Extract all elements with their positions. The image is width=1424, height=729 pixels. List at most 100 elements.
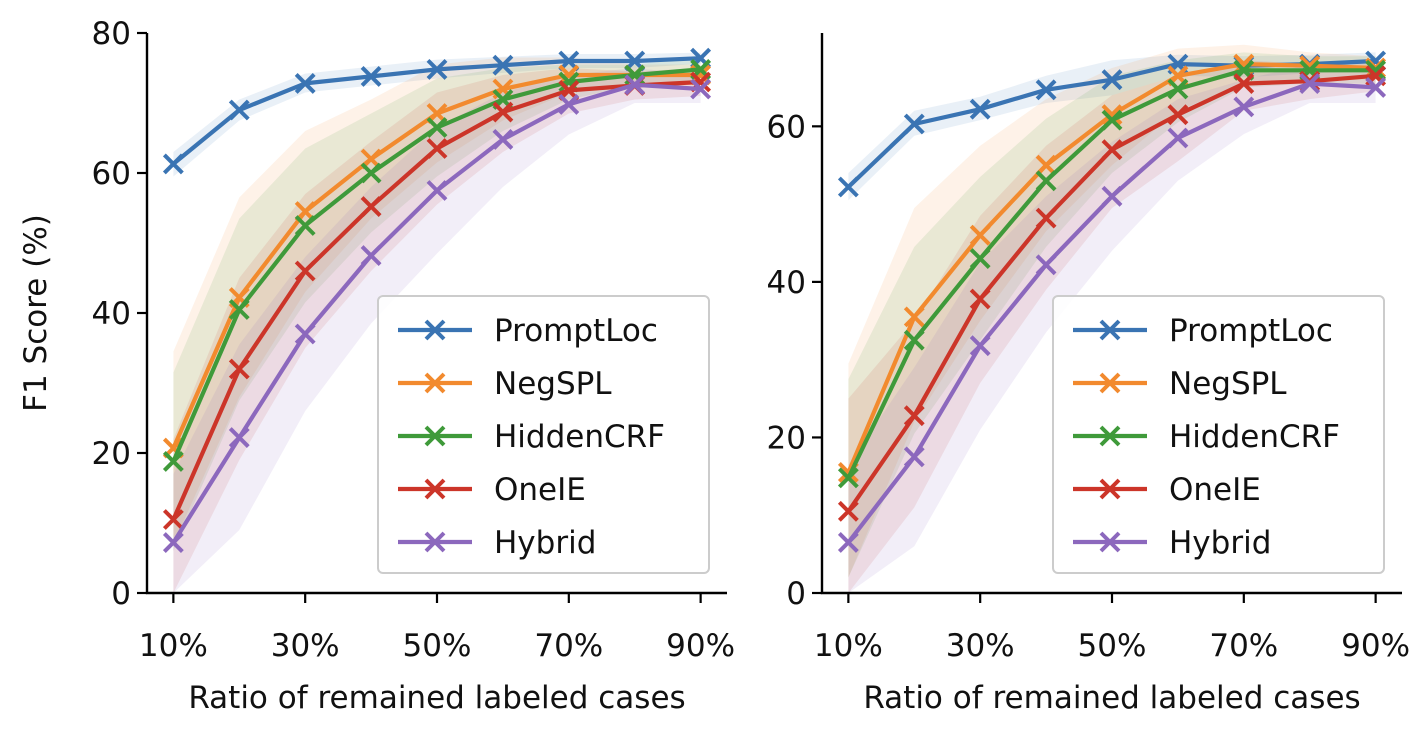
point-hybrid [426,180,448,201]
point-hybrid [690,78,712,100]
point-hiddencrf [228,299,250,320]
point-hybrid [492,128,514,150]
point-oneie [1101,139,1123,161]
point-hybrid [228,427,250,449]
band-hiddencrf [848,52,1376,578]
point-hiddencrf [162,450,184,472]
x-axis-title: Ratio of remained labeled cases [188,680,685,716]
point-negspl [903,306,925,328]
point-oneie [162,509,184,530]
legend-marker [424,372,446,394]
legend-item-promptloc: PromptLoc [1073,313,1333,349]
point-hybrid [294,323,316,345]
legend-label: HiddenCRF [1169,419,1340,455]
legend-marker [1099,319,1121,341]
point-negspl [1101,104,1123,126]
x-tick-label: 50% [1078,628,1147,664]
point-promptloc [162,153,184,175]
point-hiddencrf [1101,109,1123,131]
point-promptloc [1101,69,1123,91]
y-tick-label: 60 [767,109,806,145]
y-tick-label: 40 [767,265,806,301]
legend-label: NegSPL [494,366,612,402]
chart-panel-2: 0 20 40 60 10% 30% 50% 70% 90% Ratio of remained … [767,33,1410,716]
legend-label: OneIE [1169,472,1261,508]
chart-panel-1: 0 20 40 60 80 10% 30% 50% 70% 90% Ratio of remaine… [18,16,735,716]
y-tick-label: 60 [92,156,131,192]
x-tick-label: 70% [534,628,603,664]
legend-item-hybrid: Hybrid [1073,525,1271,561]
band-oneie [848,60,1376,593]
point-hybrid [558,93,580,115]
point-hybrid [162,532,184,554]
band-negspl [848,44,1376,578]
legend-item-oneie: OneIE [398,472,586,508]
series-hybrid [162,74,712,554]
x-tick-label: 30% [271,628,340,664]
y-tick-label: 20 [92,436,131,472]
point-hybrid [969,335,991,357]
point-hiddencrf [903,329,925,351]
legend-marker [424,478,446,500]
point-promptloc [294,72,316,94]
legend-marker [1099,531,1121,553]
point-oneie [1167,104,1189,126]
point-promptloc [360,65,382,87]
legend: PromptLoc NegSPL HiddenCRF OneIE Hybrid [1052,295,1385,574]
x-tick-label: 10% [814,628,883,664]
band-hybrid [173,68,701,593]
point-hybrid [1167,127,1189,149]
y-tick-label: 40 [92,296,131,332]
point-oneie [294,260,316,282]
legend-item-hiddencrf: HiddenCRF [1073,419,1340,455]
legend-label: NegSPL [1169,366,1287,402]
y-axis-title: F1 Score (%) [18,214,54,412]
y-tick-label: 0 [111,576,131,612]
point-hiddencrf [1035,170,1057,192]
legend-label: Hybrid [494,525,596,561]
point-oneie [837,500,859,522]
point-promptloc [1035,79,1057,101]
point-oneie [492,101,514,123]
legend-item-negspl: NegSPL [1073,366,1287,402]
band-oneie [173,68,701,593]
x-axis-title: Ratio of remained labeled cases [863,680,1360,716]
series-oneie [837,65,1387,522]
point-oneie [228,358,250,380]
point-negspl [969,224,991,246]
series-hybrid [837,73,1387,553]
legend-item-promptloc: PromptLoc [398,313,658,349]
legend-marker [1099,372,1121,394]
point-hiddencrf [426,117,448,138]
point-hybrid [903,446,925,468]
point-hiddencrf [360,162,382,184]
legend-item-negspl: NegSPL [398,366,612,402]
point-promptloc [228,99,250,121]
point-hybrid [1365,77,1387,98]
band-hiddencrf [173,57,701,551]
legend-marker [424,425,446,447]
point-oneie [360,196,382,218]
point-promptloc [903,113,925,135]
legend-label: PromptLoc [494,313,658,349]
point-hybrid [1101,185,1123,207]
x-tick-label: 10% [139,628,208,664]
legend-marker [1099,425,1121,447]
legend-item-hybrid: Hybrid [398,525,596,561]
legend-label: PromptLoc [1169,313,1333,349]
point-hiddencrf [969,248,991,269]
legend: PromptLoc NegSPL HiddenCRF OneIE Hybrid [377,295,710,574]
legend-marker [424,319,446,341]
point-hybrid [837,532,859,553]
point-oneie [426,138,448,159]
x-tick-label: 90% [666,628,735,664]
point-hybrid [1035,254,1057,276]
series-oneie [162,71,712,530]
band-hybrid [848,64,1376,593]
point-promptloc [492,54,514,76]
point-oneie [903,405,925,427]
x-tick-label: 30% [946,628,1015,664]
point-promptloc [837,176,859,198]
y-tick-label: 0 [786,576,806,612]
